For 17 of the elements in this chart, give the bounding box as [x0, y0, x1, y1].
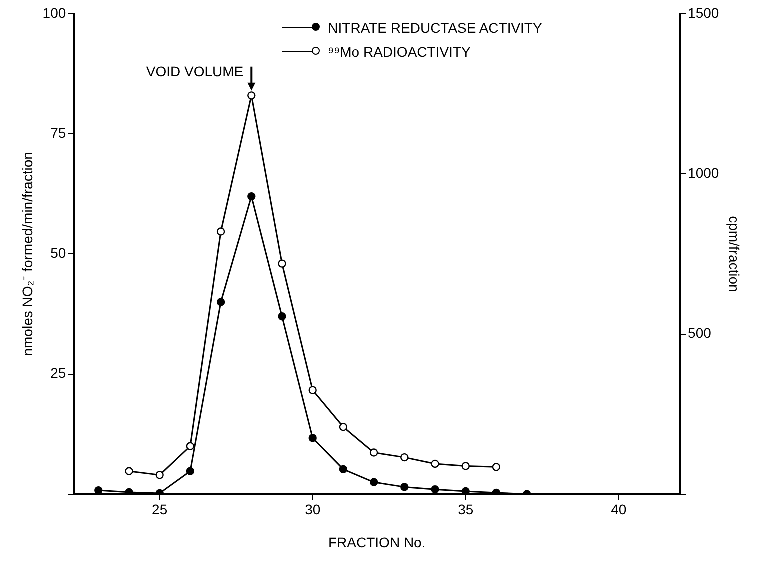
- legend-label: ⁹⁹Mo RADIOACTIVITY: [328, 44, 471, 60]
- x-tick-label: 35: [458, 502, 474, 518]
- y-tick-label: 100: [42, 4, 66, 21]
- y2-tick-label: 500: [688, 325, 712, 342]
- y-axis-title: nmoles NO₂⁻ formed/min/fraction: [19, 152, 36, 356]
- y2-tick-label: 1500: [688, 4, 720, 21]
- y-tick-label: 75: [50, 124, 66, 141]
- annotation: VOID VOLUME: [146, 64, 244, 80]
- y2-axis-title: cpm/fraction: [726, 216, 743, 292]
- x-tick-label: 30: [305, 502, 321, 518]
- x-tick-label: 25: [152, 502, 168, 518]
- x-tick-label: 40: [611, 502, 627, 518]
- x-axis-title: FRACTION No.: [328, 534, 426, 550]
- y2-tick-label: 1000: [688, 164, 720, 181]
- y-tick-label: 25: [50, 365, 66, 382]
- legend-label: NITRATE REDUCTASE ACTIVITY: [328, 20, 542, 36]
- y-tick-label: 50: [50, 245, 66, 262]
